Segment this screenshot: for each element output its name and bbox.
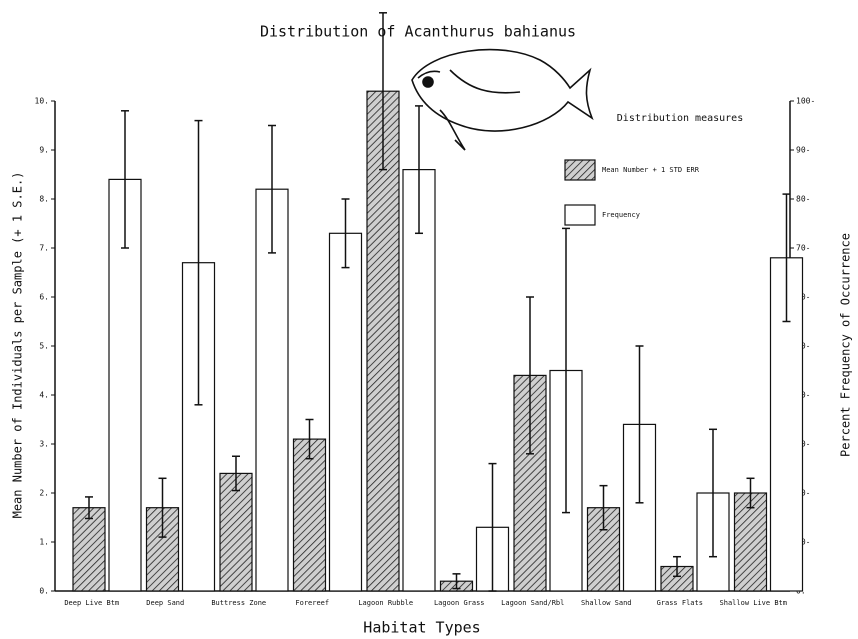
bar (733, 492, 768, 592)
y-axis-label: Mean Number of Individuals per Sample (+… (11, 172, 25, 519)
y-tick-label: 4. (39, 391, 49, 400)
y2-axis-label: Percent Frequency of Occurrence (839, 233, 853, 457)
y-tick-label: 3. (39, 440, 49, 449)
y2-tick-label: 30- (796, 440, 810, 449)
bar (292, 438, 327, 592)
legend-label: Mean Number + 1 STD ERR (602, 166, 700, 174)
y-tick-label: 6. (39, 293, 49, 302)
y2-tick-label: 60- (796, 293, 810, 302)
legend-title: Distribution measures (617, 113, 743, 124)
y-tick-label: 0. (39, 587, 49, 596)
y2-tick-label: 50- (796, 342, 810, 351)
x-tick-label: Deep Live Btm (64, 599, 119, 607)
x-tick-label: Forereef (295, 599, 329, 607)
x-tick-label: Buttress Zone (211, 599, 266, 607)
x-tick-label: Lagoon Grass (434, 599, 485, 607)
bar (255, 188, 289, 592)
bar (366, 90, 400, 592)
y2-tick-label: 100- (796, 97, 815, 106)
y2-tick-label: 20- (796, 489, 810, 498)
y2-tick-label: 40- (796, 391, 810, 400)
bar (328, 232, 363, 592)
y-tick-label: 1. (39, 538, 49, 547)
y-tick-label: 10. (35, 97, 49, 106)
y2-tick-label: 10- (796, 538, 810, 547)
y2-tick-label: 90- (796, 146, 810, 155)
legend-label: Frequency (602, 211, 640, 219)
y-tick-label: 8. (39, 195, 49, 204)
legend-swatch (564, 204, 596, 226)
bar (72, 507, 106, 592)
x-axis-label: Habitat Types (363, 619, 480, 637)
y-tick-label: 2. (39, 489, 49, 498)
y2-tick-label: 80- (796, 195, 810, 204)
y-tick-label: 9. (39, 146, 49, 155)
legend-swatch (564, 159, 596, 181)
fish-illustration (411, 48, 594, 151)
bar (660, 565, 694, 592)
x-tick-label: Deep Sand (146, 599, 184, 607)
x-tick-label: Lagoon Sand/Rbl (501, 599, 564, 607)
y-tick-label: 7. (39, 244, 49, 253)
x-tick-label: Shallow Live Btm (720, 599, 787, 607)
chart-title: Distribution of Acanthurus bahianus (260, 23, 576, 41)
bar (219, 472, 253, 592)
y-tick-label: 5. (39, 342, 49, 351)
bar (402, 169, 436, 592)
x-tick-label: Shallow Sand (581, 599, 632, 607)
x-tick-label: Lagoon Rubble (358, 599, 413, 607)
y2-tick-label: 70- (796, 244, 810, 253)
x-tick-label: Grass Flats (657, 599, 703, 607)
